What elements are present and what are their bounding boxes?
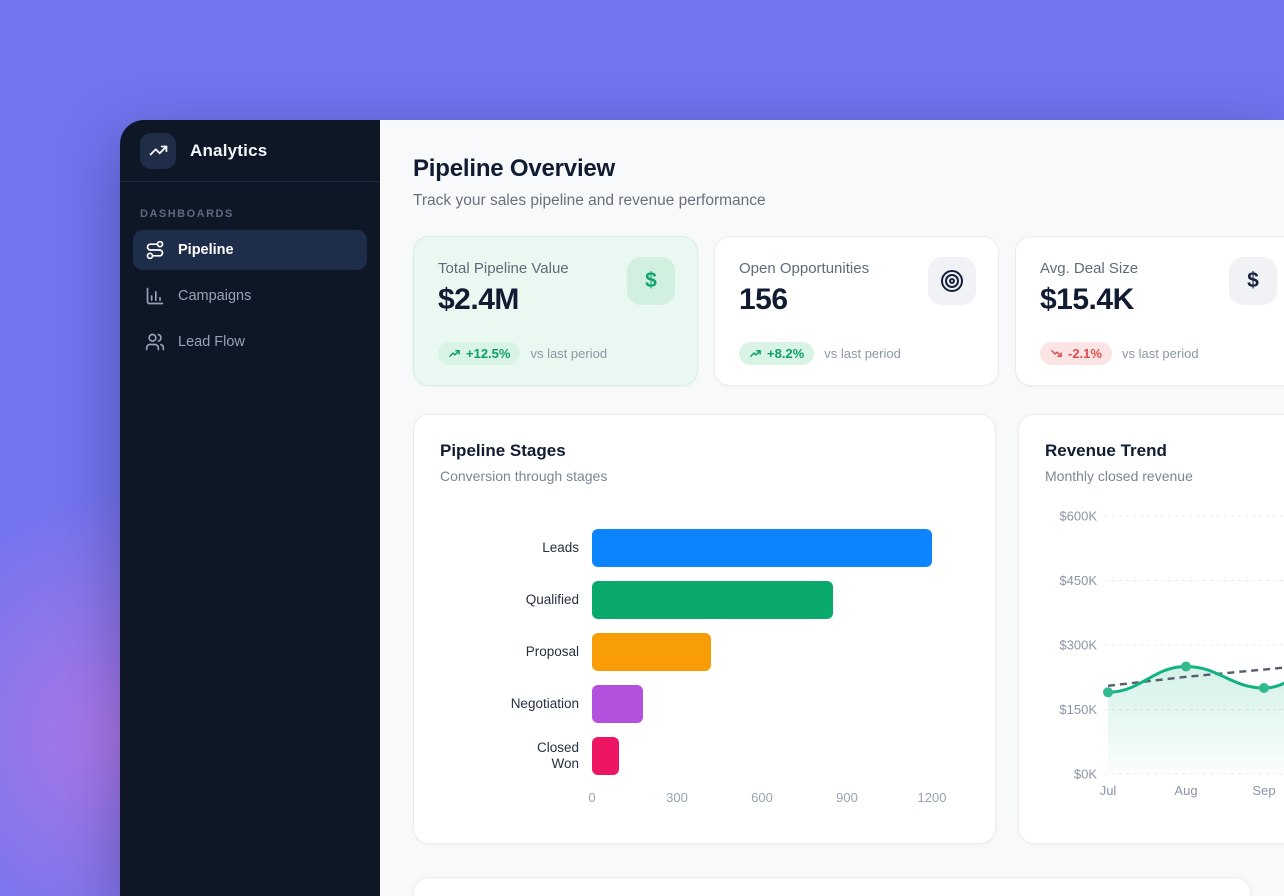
revenue-trend-svg: $600K$450K$300K$150K$0KJulAugSepOct [1059,509,1284,798]
sidebar-item-campaigns[interactable]: Campaigns [133,276,367,316]
trend-dashed-line [1107,666,1284,688]
kpi-value: 156 [739,283,788,316]
chart-title: Pipeline Stages [440,441,566,460]
kpi-card-open-opportunities: Open Opportunities 156 +8.2% vs last per… [714,236,999,386]
kpi-value: $15.4K [1040,283,1134,316]
x-axis-tick: 300 [666,790,688,805]
y-axis-tick: $600K [1059,509,1097,524]
kpi-label: Total Pipeline Value [438,260,569,277]
x-axis-tick: 600 [751,790,773,805]
trending-up-logo-icon [140,132,176,169]
sidebar-header: Analytics [120,120,380,182]
bar-category-label: Leads [542,540,579,556]
y-axis-tick: $150K [1059,702,1097,717]
delta-value: +8.2% [767,346,805,361]
bar-closed-won [592,737,619,775]
y-axis-tick: $0K [1074,767,1097,782]
data-point-marker [1181,661,1191,672]
x-axis-tick: 0 [588,790,596,805]
kpi-value: $2.4M [438,283,519,316]
delta-value: +12.5% [466,346,511,361]
page-title: Pipeline Overview [413,155,616,182]
y-axis-tick: $300K [1059,638,1097,653]
chart-subtitle: Conversion through stages [440,468,608,484]
delta-badge: +12.5% [438,342,521,365]
sidebar-item-label: Campaigns [178,288,252,304]
bar-category-label: Proposal [525,644,579,660]
sidebar-nav: Pipeline Campaigns Lead Flow [120,230,380,368]
sidebar: Analytics DASHBOARDS Pipeline Campaigns … [120,120,380,896]
revenue-line [1106,664,1284,694]
bar-category-label: Negotiation [510,696,579,712]
kpi-card-total-pipeline-value: Total Pipeline Value $2.4M $ +12.5% vs l… [413,236,698,386]
route-icon [146,240,164,260]
trending-up-icon [750,350,761,357]
delta-badge: +8.2% [739,342,815,365]
y-axis-tick: $450K [1059,573,1097,588]
delta-note: vs last period [824,346,901,361]
bar-row-proposal: Proposal [440,626,969,678]
sidebar-item-pipeline[interactable]: Pipeline [133,230,367,270]
chart-title: Revenue Trend [1045,441,1167,460]
app-window: Analytics DASHBOARDS Pipeline Campaigns … [120,120,1284,896]
bar-category-label: Qualified [525,592,579,608]
x-axis-tick: 900 [836,790,858,805]
bar-category-label: Closed Won [536,740,579,771]
delta-badge: -2.1% [1040,342,1112,365]
bar-qualified [592,581,833,619]
chart-subtitle: Monthly closed revenue [1045,468,1193,484]
bar-leads [592,529,932,567]
pipeline-stages-card: Pipeline Stages Conversion through stage… [413,414,996,844]
bar-negotiation [592,685,643,723]
users-icon [145,333,165,351]
kpi-row: Total Pipeline Value $2.4M $ +12.5% vs l… [413,236,1284,386]
bar-row-leads: Leads [440,522,969,574]
bar-row-negotiation: Negotiation [440,678,969,730]
data-point-marker [1259,683,1269,693]
dollar-icon: $ [627,257,675,305]
bar-row-closed-won: Closed Won [440,730,969,782]
sidebar-item-lead-flow[interactable]: Lead Flow [133,322,367,362]
main-content: Pipeline Overview Track your sales pipel… [380,120,1284,896]
sidebar-item-label: Lead Flow [178,334,245,350]
trending-down-icon [1051,350,1062,357]
bar-proposal [592,633,711,671]
revenue-trend-card: Revenue Trend Monthly closed revenue $60… [1018,414,1284,844]
pipeline-stages-chart: Leads Qualified Proposal Negotiation Closed … [440,522,969,782]
sidebar-section-label: DASHBOARDS [140,208,234,220]
kpi-label: Open Opportunities [739,260,870,277]
delta-note: vs last period [1121,346,1199,361]
delta-value: -2.1% [1068,346,1102,361]
next-section-card-partial [413,877,1251,896]
x-axis-month-label: Sep [1252,783,1275,798]
kpi-card-avg-deal-size: Avg. Deal Size $15.4K $ -2.1% vs last pe… [1015,236,1284,386]
bar-chart-icon [146,287,164,305]
x-axis-month-label: Aug [1174,783,1197,798]
x-axis-month-label: Jul [1100,783,1117,798]
page-subtitle: Track your sales pipeline and revenue pe… [413,192,766,209]
kpi-label: Avg. Deal Size [1040,260,1139,277]
delta-note: vs last period [530,346,608,361]
trending-up-icon [449,350,460,357]
dollar-icon: $ [1229,257,1277,305]
x-axis-tick: 1200 [917,790,947,805]
brand-name: Analytics [190,140,268,160]
charts-row: Pipeline Stages Conversion through stage… [413,414,1284,844]
revenue-trend-chart: $600K$450K$300K$150K$0KJulAugSepOct [1045,498,1284,805]
bar-row-qualified: Qualified [440,574,969,626]
data-point-marker [1103,687,1113,698]
sidebar-item-label: Pipeline [178,242,234,258]
bar-chart-x-axis: 0 300 600 900 1200 [588,790,946,812]
target-icon [928,257,976,305]
